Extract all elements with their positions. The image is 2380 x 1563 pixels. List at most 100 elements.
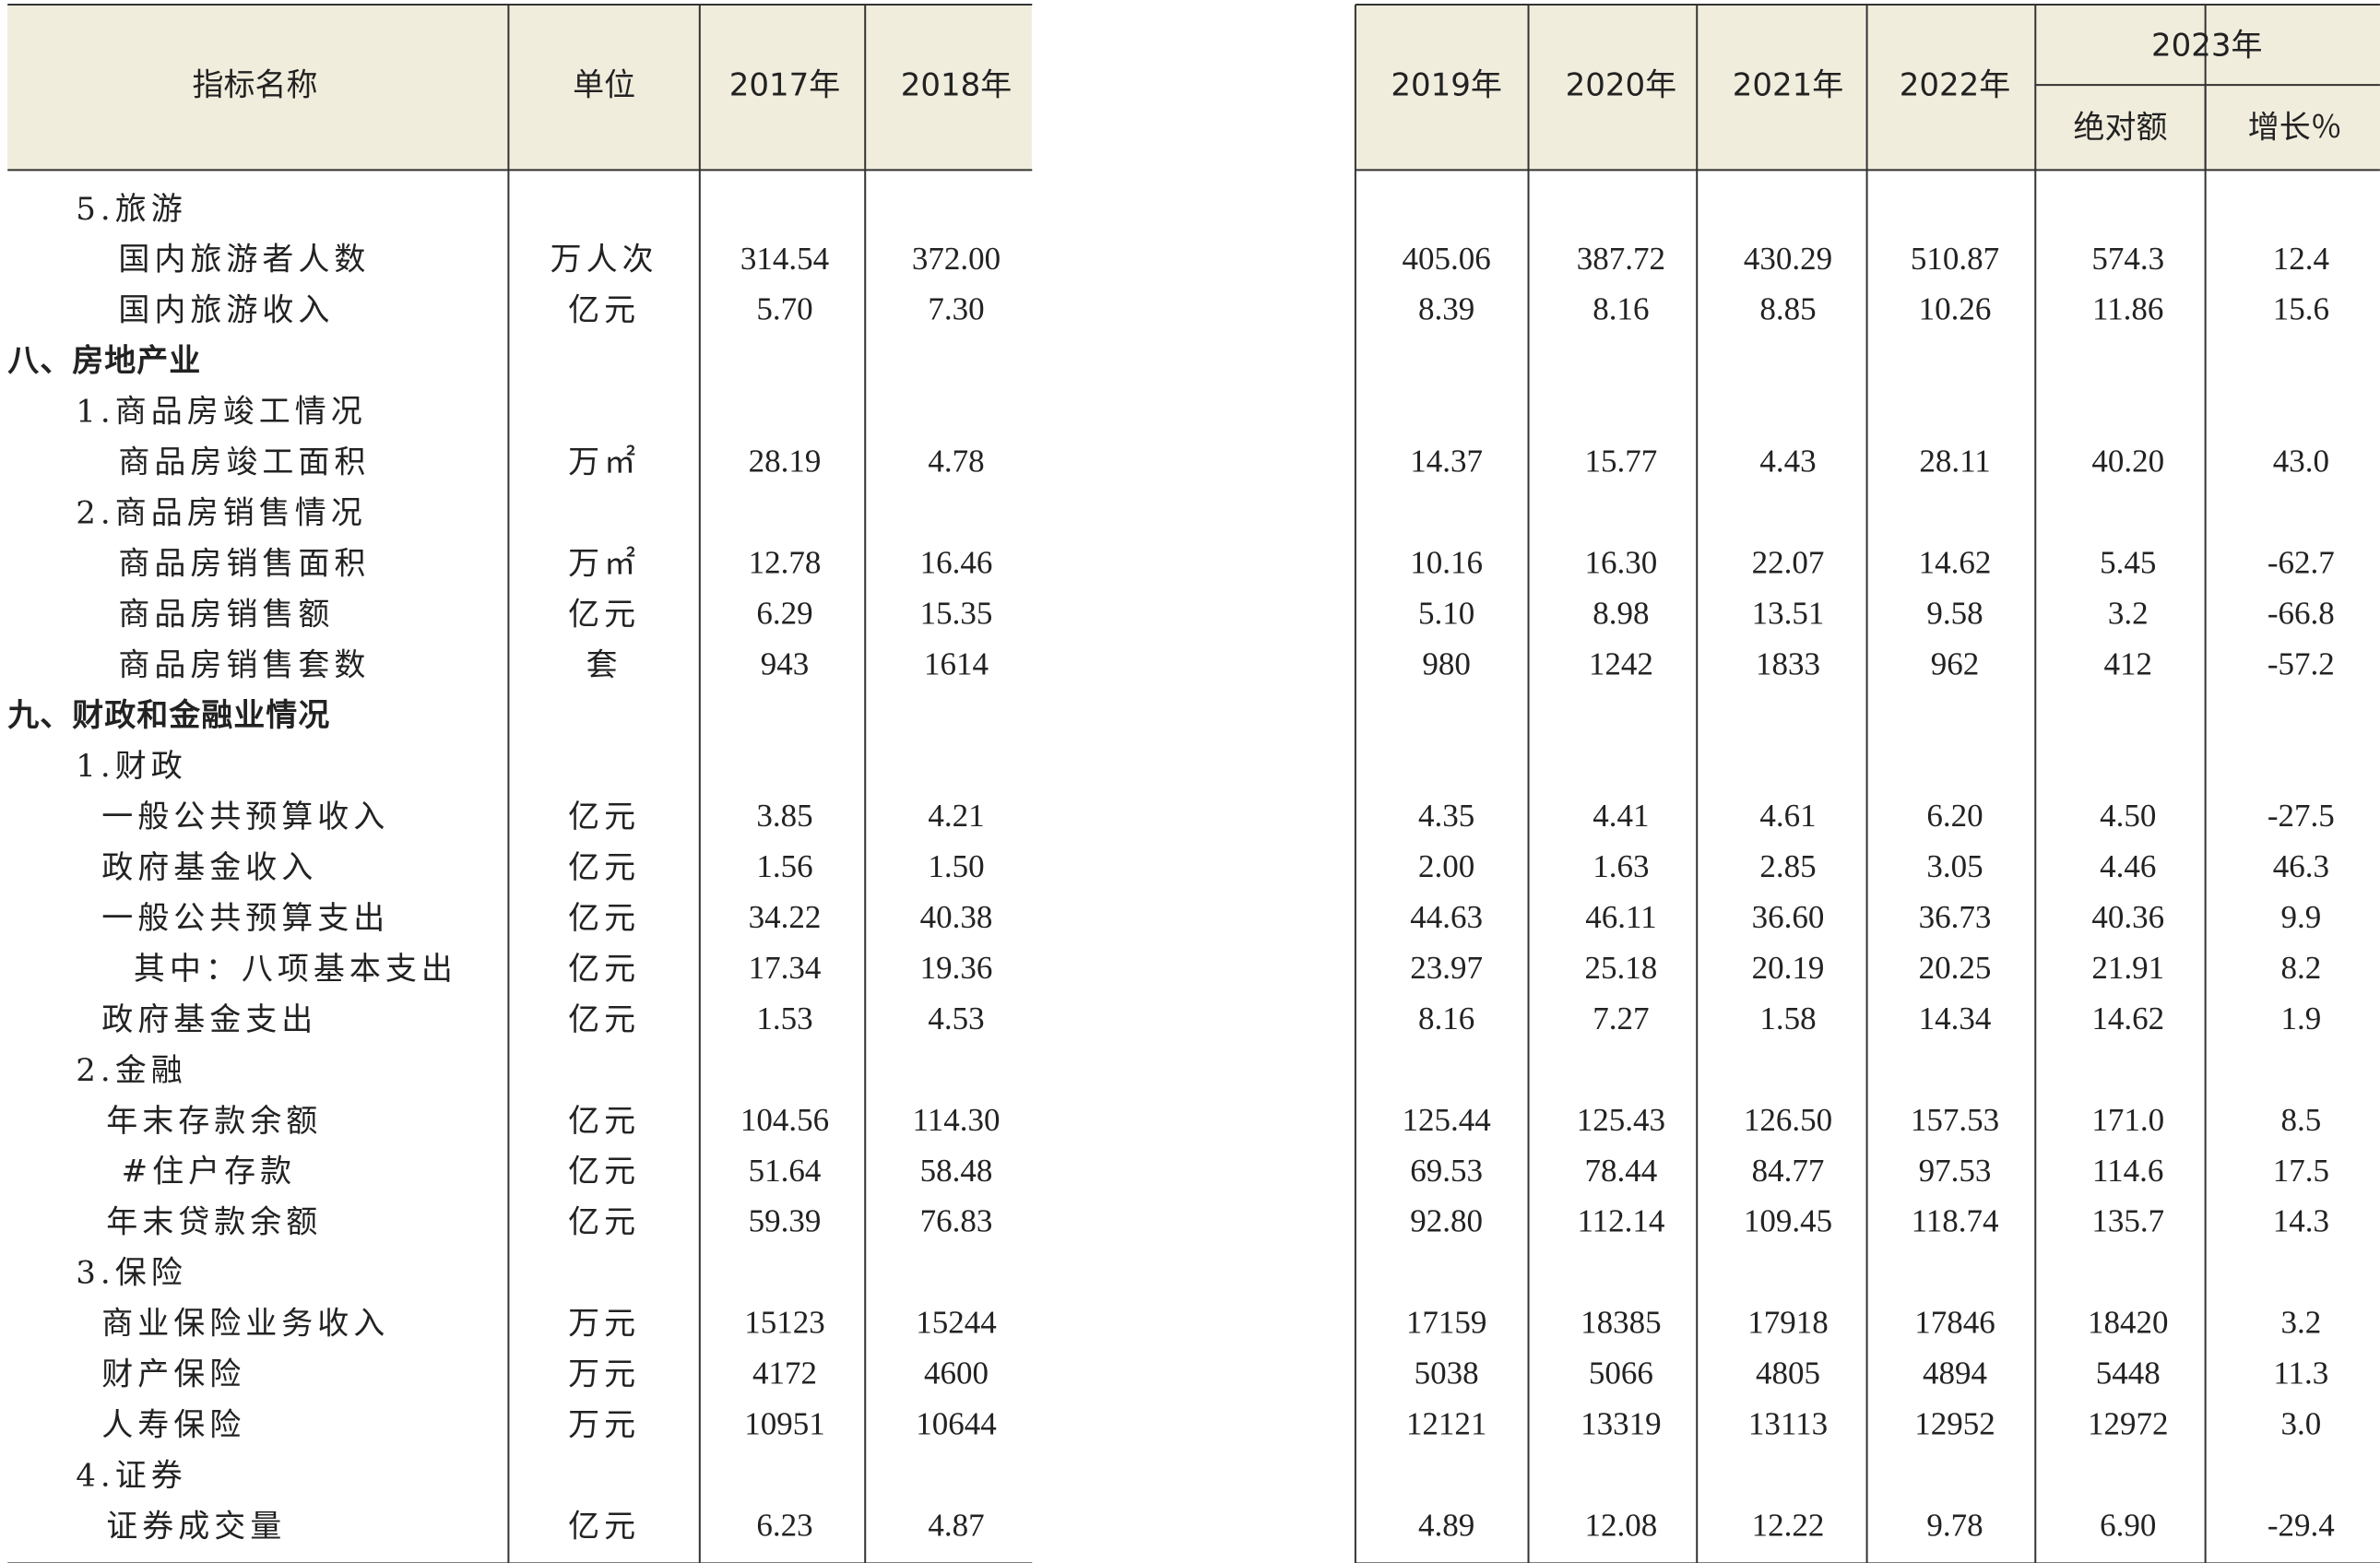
value: 5038 [1415,1356,1479,1391]
value: 4.78 [928,444,984,480]
unit: 亿元 [568,596,640,633]
unit: 亿元 [568,849,640,886]
value: 10951 [744,1405,825,1441]
value: 109.45 [1744,1203,1832,1239]
value: 44.63 [1410,899,1483,935]
value: 3.05 [1926,848,1983,884]
value: 8.85 [1759,291,1816,327]
value: 1.50 [928,848,984,884]
unit: 亿元 [568,1154,640,1190]
unit: 亿元 [568,951,640,988]
value: 43.0 [2273,444,2329,480]
value: 980 [1422,645,1471,681]
value: 430.29 [1744,241,1832,277]
value: 10644 [916,1405,997,1441]
value: 9.58 [1926,595,1983,631]
header-cell: 2019年 [1391,66,1502,103]
value: 15.35 [920,595,993,631]
value: 157.53 [1911,1102,1999,1138]
value: 92.80 [1410,1203,1483,1239]
value: 11.86 [2092,291,2163,327]
value: 16.46 [920,544,993,580]
header-cell: 2021年 [1733,66,1844,103]
value: 1833 [1756,645,1820,681]
value: 2.85 [1759,848,1816,884]
header-cell: 2020年 [1566,66,1677,103]
value: 12.08 [1585,1507,1658,1543]
unit: 套 [586,646,622,683]
value: 4.61 [1759,798,1816,834]
value: 18385 [1581,1305,1662,1341]
header-cell: 绝对额 [2073,109,2167,146]
header-cell: 2017年 [729,66,841,103]
value: 3.0 [2280,1405,2321,1441]
row-label: 1.财政 [76,748,186,785]
value: 12.22 [1752,1507,1825,1543]
value: 112.14 [1577,1203,1664,1239]
header-cell: 增长％ [2248,109,2342,146]
value: 15.77 [1585,444,1658,480]
unit: 亿元 [568,1508,640,1545]
value: 3.85 [756,798,812,834]
row-label: 年末贷款余额 [106,1204,322,1241]
value: 15.6 [2273,291,2329,327]
unit: 万人次 [551,242,658,278]
unit: 万㎡ [568,444,640,481]
row-label: #住户存款 [122,1154,297,1190]
value: 17846 [1914,1305,1995,1341]
value: 15244 [916,1305,997,1341]
value: 22.07 [1752,544,1825,580]
value: 46.3 [2273,848,2329,884]
unit: 万㎡ [568,545,640,582]
value: 4.35 [1418,798,1474,834]
value: 8.39 [1418,291,1474,327]
value: 104.56 [740,1102,829,1138]
unit: 万元 [568,1306,640,1343]
value: 58.48 [920,1153,993,1189]
value: 40.36 [2091,899,2164,935]
value: 125.44 [1403,1102,1491,1138]
value: -27.5 [2268,798,2335,834]
value: 4600 [924,1356,989,1391]
value: 14.62 [2091,1001,2164,1036]
value: 510.87 [1911,241,1999,277]
value: 1614 [924,645,989,681]
value: 314.54 [740,241,829,277]
unit: 万元 [568,1406,640,1443]
value: 387.72 [1577,241,1665,277]
value: 962 [1931,645,1980,681]
value: 25.18 [1585,950,1658,986]
value: 4172 [752,1356,817,1391]
value: 4.21 [928,798,984,834]
value: 4.89 [1418,1507,1474,1543]
value: 16.30 [1585,544,1658,580]
value: 19.36 [920,950,993,986]
value: 4.43 [1759,444,1816,480]
value: 8.2 [2280,950,2321,986]
value: 21.91 [2091,950,2164,986]
value: 12121 [1406,1405,1487,1441]
value: 46.11 [1585,899,1656,935]
value: 135.7 [2091,1203,2164,1239]
value: 11.3 [2273,1356,2328,1391]
value: 15123 [744,1305,825,1341]
value: 8.16 [1418,1001,1474,1036]
value: 12952 [1914,1405,1995,1441]
value: 14.37 [1410,444,1483,480]
value: 4.87 [928,1507,984,1543]
value: 4.46 [2100,848,2156,884]
value: 412 [2103,645,2152,681]
value: 405.06 [1403,241,1491,277]
value: 1242 [1589,645,1653,681]
value: 4.50 [2100,798,2156,834]
row-label: 商品房销售套数 [118,646,370,683]
value: 40.38 [920,899,993,935]
row-label: 2.商品房销售情况 [76,494,366,531]
row-label: 年末存款余额 [106,1103,322,1140]
value: 10.26 [1919,291,1992,327]
unit: 亿元 [568,1001,640,1038]
value: 17.5 [2273,1153,2329,1189]
value: 5.10 [1418,595,1474,631]
value: 40.20 [2091,444,2164,480]
